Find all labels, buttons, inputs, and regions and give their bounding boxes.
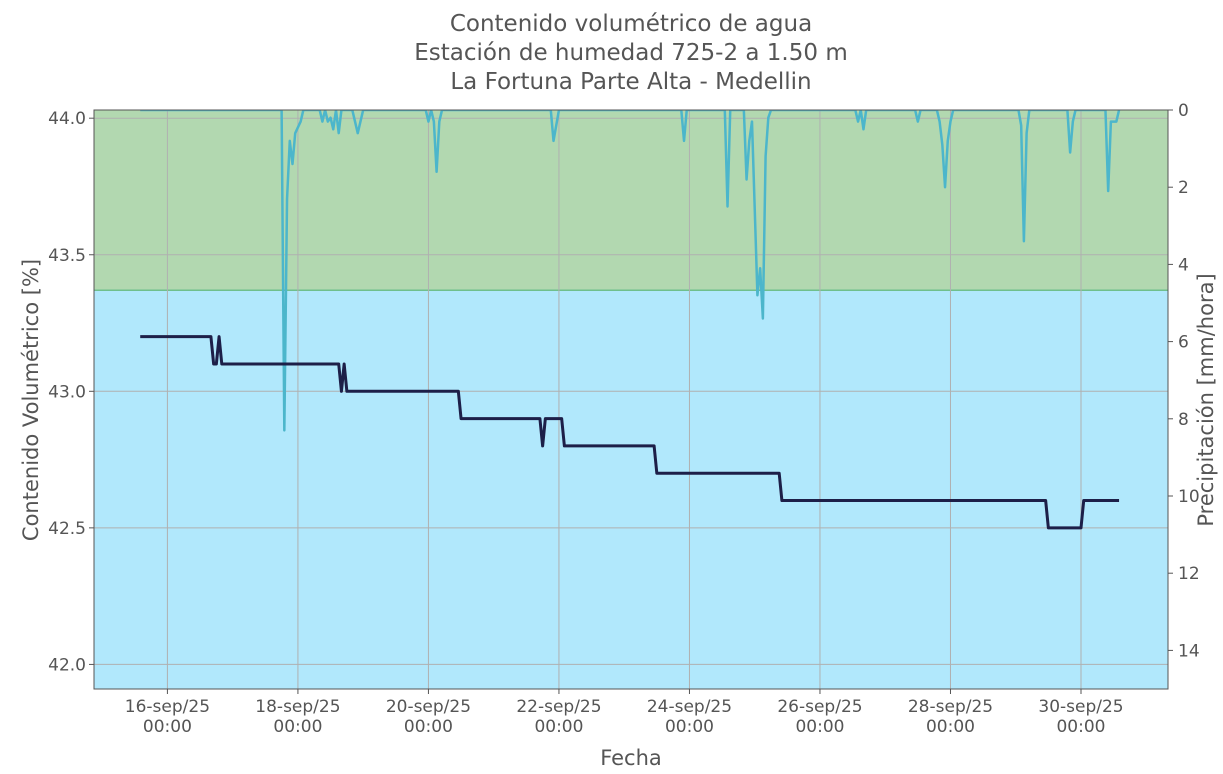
grid: [94, 110, 1168, 689]
chart-title: La Fortuna Parte Alta - Medellin: [450, 69, 811, 95]
labels: Contenido volumétrico de agua Estación de…: [19, 11, 1218, 770]
y-tick-label: 43.0: [48, 382, 86, 402]
precipitation-line: [140, 110, 1121, 432]
series-layer: [140, 110, 1121, 530]
chart-title: Estación de humedad 725-2 a 1.50 m: [414, 40, 847, 66]
y2-tick-label: 2: [1178, 178, 1189, 198]
y-tick-label: 44.0: [48, 109, 86, 129]
chart-title: Contenido volumétrico de agua: [450, 11, 812, 37]
moisture-line: [140, 335, 1120, 530]
y2-tick-label: 10: [1178, 487, 1200, 507]
x-tick-label: 28-sep/25 00:00: [908, 697, 993, 737]
x-axis-label: Fecha: [600, 746, 662, 770]
y2-tick-label: 12: [1178, 564, 1200, 584]
plot-frame: [93, 109, 1169, 690]
x-tick-label: 26-sep/25 00:00: [777, 697, 862, 737]
x-tick-label: 18-sep/25 00:00: [255, 697, 340, 737]
x-tick-label: 20-sep/25 00:00: [386, 697, 471, 737]
y2-tick-label: 8: [1178, 410, 1189, 430]
y2-tick-label: 0: [1178, 101, 1189, 121]
y2-tick-label: 6: [1178, 333, 1189, 353]
y-tick-label: 42.0: [48, 655, 86, 675]
y2-tick-label: 14: [1178, 641, 1200, 661]
plot-background: [94, 110, 1168, 689]
x-tick-label: 30-sep/25 00:00: [1038, 697, 1123, 737]
x-tick-label: 22-sep/25 00:00: [516, 697, 601, 737]
x-tick-label: 16-sep/25 00:00: [125, 697, 210, 737]
y2-tick-label: 4: [1178, 255, 1189, 275]
y2-axis-label: Precipitación [mm/hora]: [1194, 273, 1218, 526]
threshold-band: [94, 110, 1168, 291]
y-tick-label: 43.5: [48, 246, 86, 266]
y-tick-label: 42.5: [48, 519, 86, 539]
y-axis-label: Contenido Volumétrico [%]: [19, 259, 43, 541]
threshold-band: [94, 290, 1168, 689]
x-tick-label: 24-sep/25 00:00: [647, 697, 732, 737]
